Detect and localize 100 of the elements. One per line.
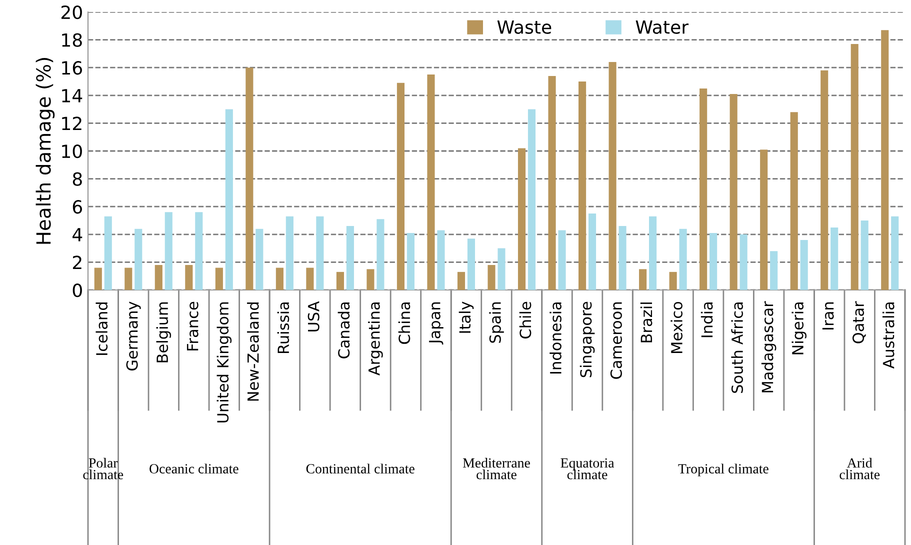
bar [437,230,445,290]
x-tick-label: Nigeria [792,302,806,354]
bar [104,216,112,290]
bar [830,227,838,290]
x-tick-label: China [398,302,410,344]
y-tick-label: 2 [72,256,82,270]
bar [276,268,284,290]
y-tick-label: 6 [72,200,82,214]
bar [639,269,647,290]
text: Tropical climate [678,464,768,476]
x-tick-label: Ruissia [277,302,290,353]
y-tick-label: 10 [62,144,82,158]
bar [94,268,102,290]
x-tick-label: Chile [519,302,532,338]
x-tick-label: USA [308,301,320,332]
x-tick-label: Spain [489,302,504,343]
bar [800,240,808,290]
bar [891,216,899,290]
y-tick-label: 14 [62,89,82,102]
x-tick-label: Cameroon [610,302,622,379]
bar [185,264,193,290]
bar [669,272,677,290]
bar [881,30,889,290]
y-tick-label: 0 [72,283,82,298]
x-tick-label: Madagascar [761,301,776,392]
y-tick-label: 20 [61,5,82,20]
x-tick-label: Brazil [640,302,652,342]
bar [427,74,435,290]
bar [256,228,264,290]
bar [215,268,223,290]
x-tick-label: United Kingdom [216,302,232,422]
bar [820,70,828,290]
x-tick-label: Qatar [852,301,866,344]
x-tick-label: Mexico [670,302,682,353]
bar [346,226,354,290]
bar [649,216,657,290]
x-tick-label: Singapore [580,302,595,378]
x-tick-label: Argentina [368,302,383,376]
legend-label: Water [636,20,689,34]
bar [225,109,233,290]
bar [406,233,414,290]
bar [488,264,496,290]
bar [710,233,718,290]
bar [790,112,798,290]
bar [850,44,858,290]
x-tick-label: Belgium [156,302,172,362]
bar [518,148,526,290]
x-tick-label: Italy [458,302,474,333]
x-tick-label: Iceland [96,302,108,355]
text: Continental climate [306,464,414,474]
bar [740,234,748,290]
bar [467,238,476,290]
bar [528,109,536,290]
legend-label: Waste [497,20,552,34]
bar [457,272,466,290]
x-tick-label: Germany [126,302,141,370]
bar [588,214,596,290]
bar [498,248,506,290]
bar [164,212,172,290]
bar [608,62,616,290]
text: Arid climate [840,458,880,480]
bar [124,268,132,290]
bar [618,226,626,290]
bar [134,228,142,290]
bar [286,216,294,290]
bar [154,264,162,290]
text: Mediterrane climate [462,458,530,480]
bar [860,220,868,290]
bar [366,269,374,290]
text: Oceanic climate [150,464,238,474]
bar [336,272,344,290]
x-tick-label: Canada [338,302,350,358]
bar [700,88,708,290]
x-tick-label: Japan [429,302,444,345]
y-tick-label: 4 [72,228,82,242]
x-tick-label: India [700,302,713,338]
bar [195,212,203,290]
bar [760,150,768,290]
x-tick-label: Indonesia [550,302,562,374]
bar [306,268,314,290]
text: Equatoria climate [560,458,614,480]
bar [578,82,586,290]
y-axis-title: Health damage (%) [36,58,55,244]
y-tick-label: 12 [62,116,82,130]
bar [679,228,687,290]
bar [396,82,405,290]
x-tick-label: South Africa [731,302,744,393]
bar [558,230,566,290]
bar [376,219,384,290]
bar [316,216,324,290]
bar [548,76,556,290]
x-tick-label: Australia [882,302,894,369]
y-tick-label: 16 [62,61,82,75]
bar [246,68,254,290]
x-tick-label: France [186,302,198,350]
text: Polar climate [83,458,124,480]
y-tick-label: 18 [62,33,82,47]
x-tick-label: New-Zealand [247,302,259,401]
bar [770,251,778,290]
bar [730,94,738,290]
